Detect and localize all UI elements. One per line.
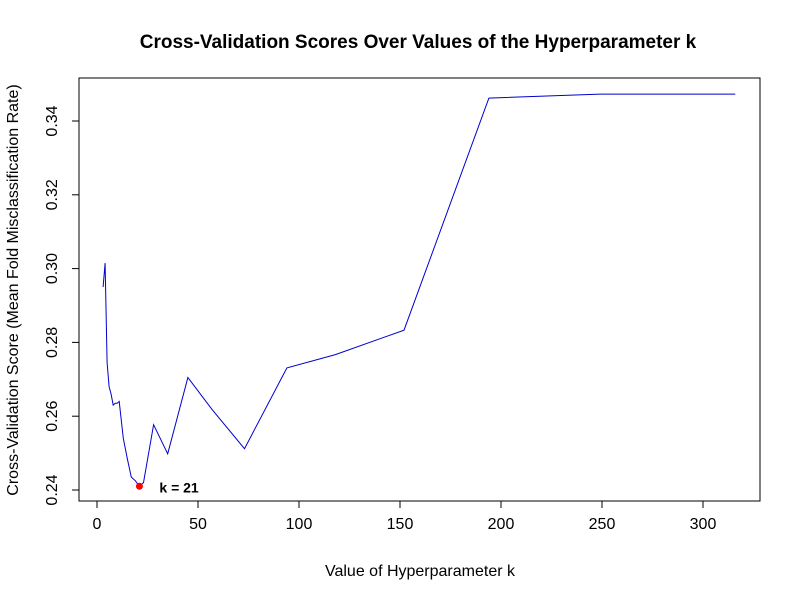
y-axis: 0.24 0.26 0.28 0.30 0.32 0.34 xyxy=(44,105,80,506)
y-tick-label: 0.24 xyxy=(44,474,61,505)
y-tick-label: 0.30 xyxy=(44,253,61,284)
x-tick-label: 50 xyxy=(189,516,207,533)
x-tick-label: 150 xyxy=(387,516,414,533)
series-line xyxy=(102,93,736,488)
min-point-marker xyxy=(135,482,143,490)
x-axis-label: Value of Hyperparameter k xyxy=(325,563,516,580)
x-axis: 0 50 100 150 200 250 300 xyxy=(93,500,717,533)
y-tick-label: 0.32 xyxy=(44,179,61,210)
chart-title: Cross-Validation Scores Over Values of t… xyxy=(140,32,697,53)
x-tick-label: 300 xyxy=(690,516,717,533)
y-tick-label: 0.26 xyxy=(44,401,61,432)
y-axis-label: Cross-Validation Score (Mean Fold Miscla… xyxy=(5,84,22,495)
x-tick-label: 100 xyxy=(286,516,313,533)
x-tick-label: 0 xyxy=(93,516,102,533)
x-tick-label: 200 xyxy=(488,516,515,533)
y-tick-label: 0.28 xyxy=(44,327,61,358)
series-layer xyxy=(102,93,736,488)
min-point-label: k = 21 xyxy=(159,479,199,495)
y-tick-label: 0.34 xyxy=(44,105,61,136)
x-tick-label: 250 xyxy=(589,516,616,533)
plot-frame xyxy=(78,77,761,502)
